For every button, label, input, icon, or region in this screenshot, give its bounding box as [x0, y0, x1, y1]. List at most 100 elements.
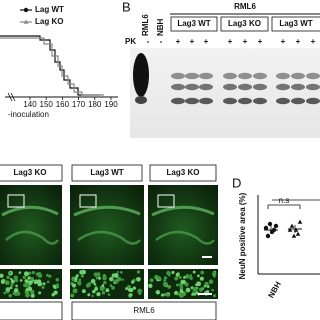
band — [171, 97, 185, 105]
nucleus — [192, 286, 198, 292]
band — [291, 97, 305, 105]
nucleus — [163, 293, 167, 297]
legend-label: Lag KO — [35, 17, 63, 26]
pk-sign: + — [176, 37, 181, 46]
pk-sign: + — [281, 37, 286, 46]
nucleus — [33, 281, 37, 284]
nucleus — [211, 288, 215, 292]
nucleus — [4, 280, 10, 286]
nucleus — [196, 281, 202, 287]
footer-label: RML6 — [133, 306, 155, 315]
nucleus — [3, 291, 6, 295]
group-label: RML6 — [234, 2, 256, 11]
nucleus — [94, 286, 99, 291]
nucleus — [175, 283, 180, 287]
nucleus — [128, 287, 133, 293]
nucleus — [51, 293, 55, 297]
nucleus — [199, 276, 204, 281]
hippocampus — [151, 205, 215, 217]
nucleus — [132, 286, 137, 290]
point — [295, 231, 301, 236]
nucleus — [192, 270, 196, 274]
hippocampus — [77, 230, 141, 245]
nucleus — [200, 270, 205, 275]
nucleus — [30, 293, 35, 298]
pk-row: - - + + + + + + + + + — [147, 37, 316, 46]
nucleus — [72, 288, 78, 294]
x-tick-label: 180 — [88, 100, 102, 109]
nucleus — [81, 289, 86, 294]
x-tick-label: 190 — [104, 100, 118, 109]
nucleus — [88, 282, 92, 285]
band — [171, 83, 185, 91]
point — [267, 221, 273, 227]
nucleus — [127, 284, 131, 289]
nucleus — [166, 293, 170, 297]
nucleus — [36, 279, 42, 284]
band — [238, 97, 252, 105]
pk-sign: + — [296, 37, 301, 46]
header-label: Lag3 WT — [90, 168, 123, 177]
nucleus — [18, 271, 22, 274]
nucleus — [93, 282, 97, 286]
footer-box — [71, 301, 217, 320]
nucleus — [71, 283, 77, 288]
nucleus — [174, 276, 179, 281]
nucleus — [185, 274, 190, 279]
band — [185, 83, 199, 91]
nucleus — [137, 288, 143, 294]
point — [291, 233, 297, 238]
pk-sign: + — [228, 37, 233, 46]
nucleus — [37, 273, 42, 278]
lane-label: NBH — [156, 18, 165, 36]
nucleus — [113, 273, 119, 278]
band — [238, 83, 252, 91]
nucleus — [105, 288, 110, 293]
band — [133, 53, 149, 97]
nucleus — [56, 283, 59, 286]
nucleus — [93, 272, 98, 277]
nucleus — [149, 278, 154, 283]
panel-c: Lag3 KO Lag3 WT Lag3 KO RML6 — [0, 164, 218, 320]
point — [265, 233, 271, 239]
nucleus — [90, 278, 96, 284]
nucleus — [27, 286, 33, 292]
bands — [133, 53, 320, 105]
nucleus — [15, 284, 18, 288]
nucleus — [8, 293, 13, 298]
nucleus — [138, 291, 142, 295]
nucleus — [121, 278, 124, 281]
nucleus — [27, 276, 31, 280]
nucleus — [78, 278, 82, 282]
nucleus — [177, 272, 180, 275]
micrographs — [0, 185, 218, 299]
inset-box — [7, 194, 25, 208]
header-label: Lag3 KO — [167, 168, 200, 177]
nucleus — [109, 276, 114, 282]
nucleus — [107, 293, 111, 296]
nucleus — [75, 274, 79, 278]
pk-sign: + — [204, 37, 209, 46]
nucleus — [8, 271, 12, 275]
nucleus — [206, 285, 210, 288]
header-label: Lag3 KO — [14, 168, 47, 177]
nucleus — [99, 286, 105, 292]
nucleus — [6, 275, 10, 280]
x-tick-label: 150 — [40, 100, 54, 109]
lane-label: RML6 — [141, 14, 150, 36]
nucleus — [178, 292, 183, 297]
nucleus — [56, 284, 60, 289]
band — [223, 83, 237, 91]
nucleus — [109, 284, 113, 287]
nucleus — [185, 287, 191, 293]
hippocampus — [5, 230, 60, 245]
nucleus — [180, 280, 185, 284]
micrograph — [70, 185, 144, 265]
nucleus — [13, 288, 19, 293]
nucleus — [71, 276, 75, 280]
nucleus — [125, 287, 129, 291]
axis-break — [7, 92, 16, 102]
nucleus — [48, 274, 52, 278]
inset-box — [157, 194, 175, 208]
band — [199, 83, 213, 91]
